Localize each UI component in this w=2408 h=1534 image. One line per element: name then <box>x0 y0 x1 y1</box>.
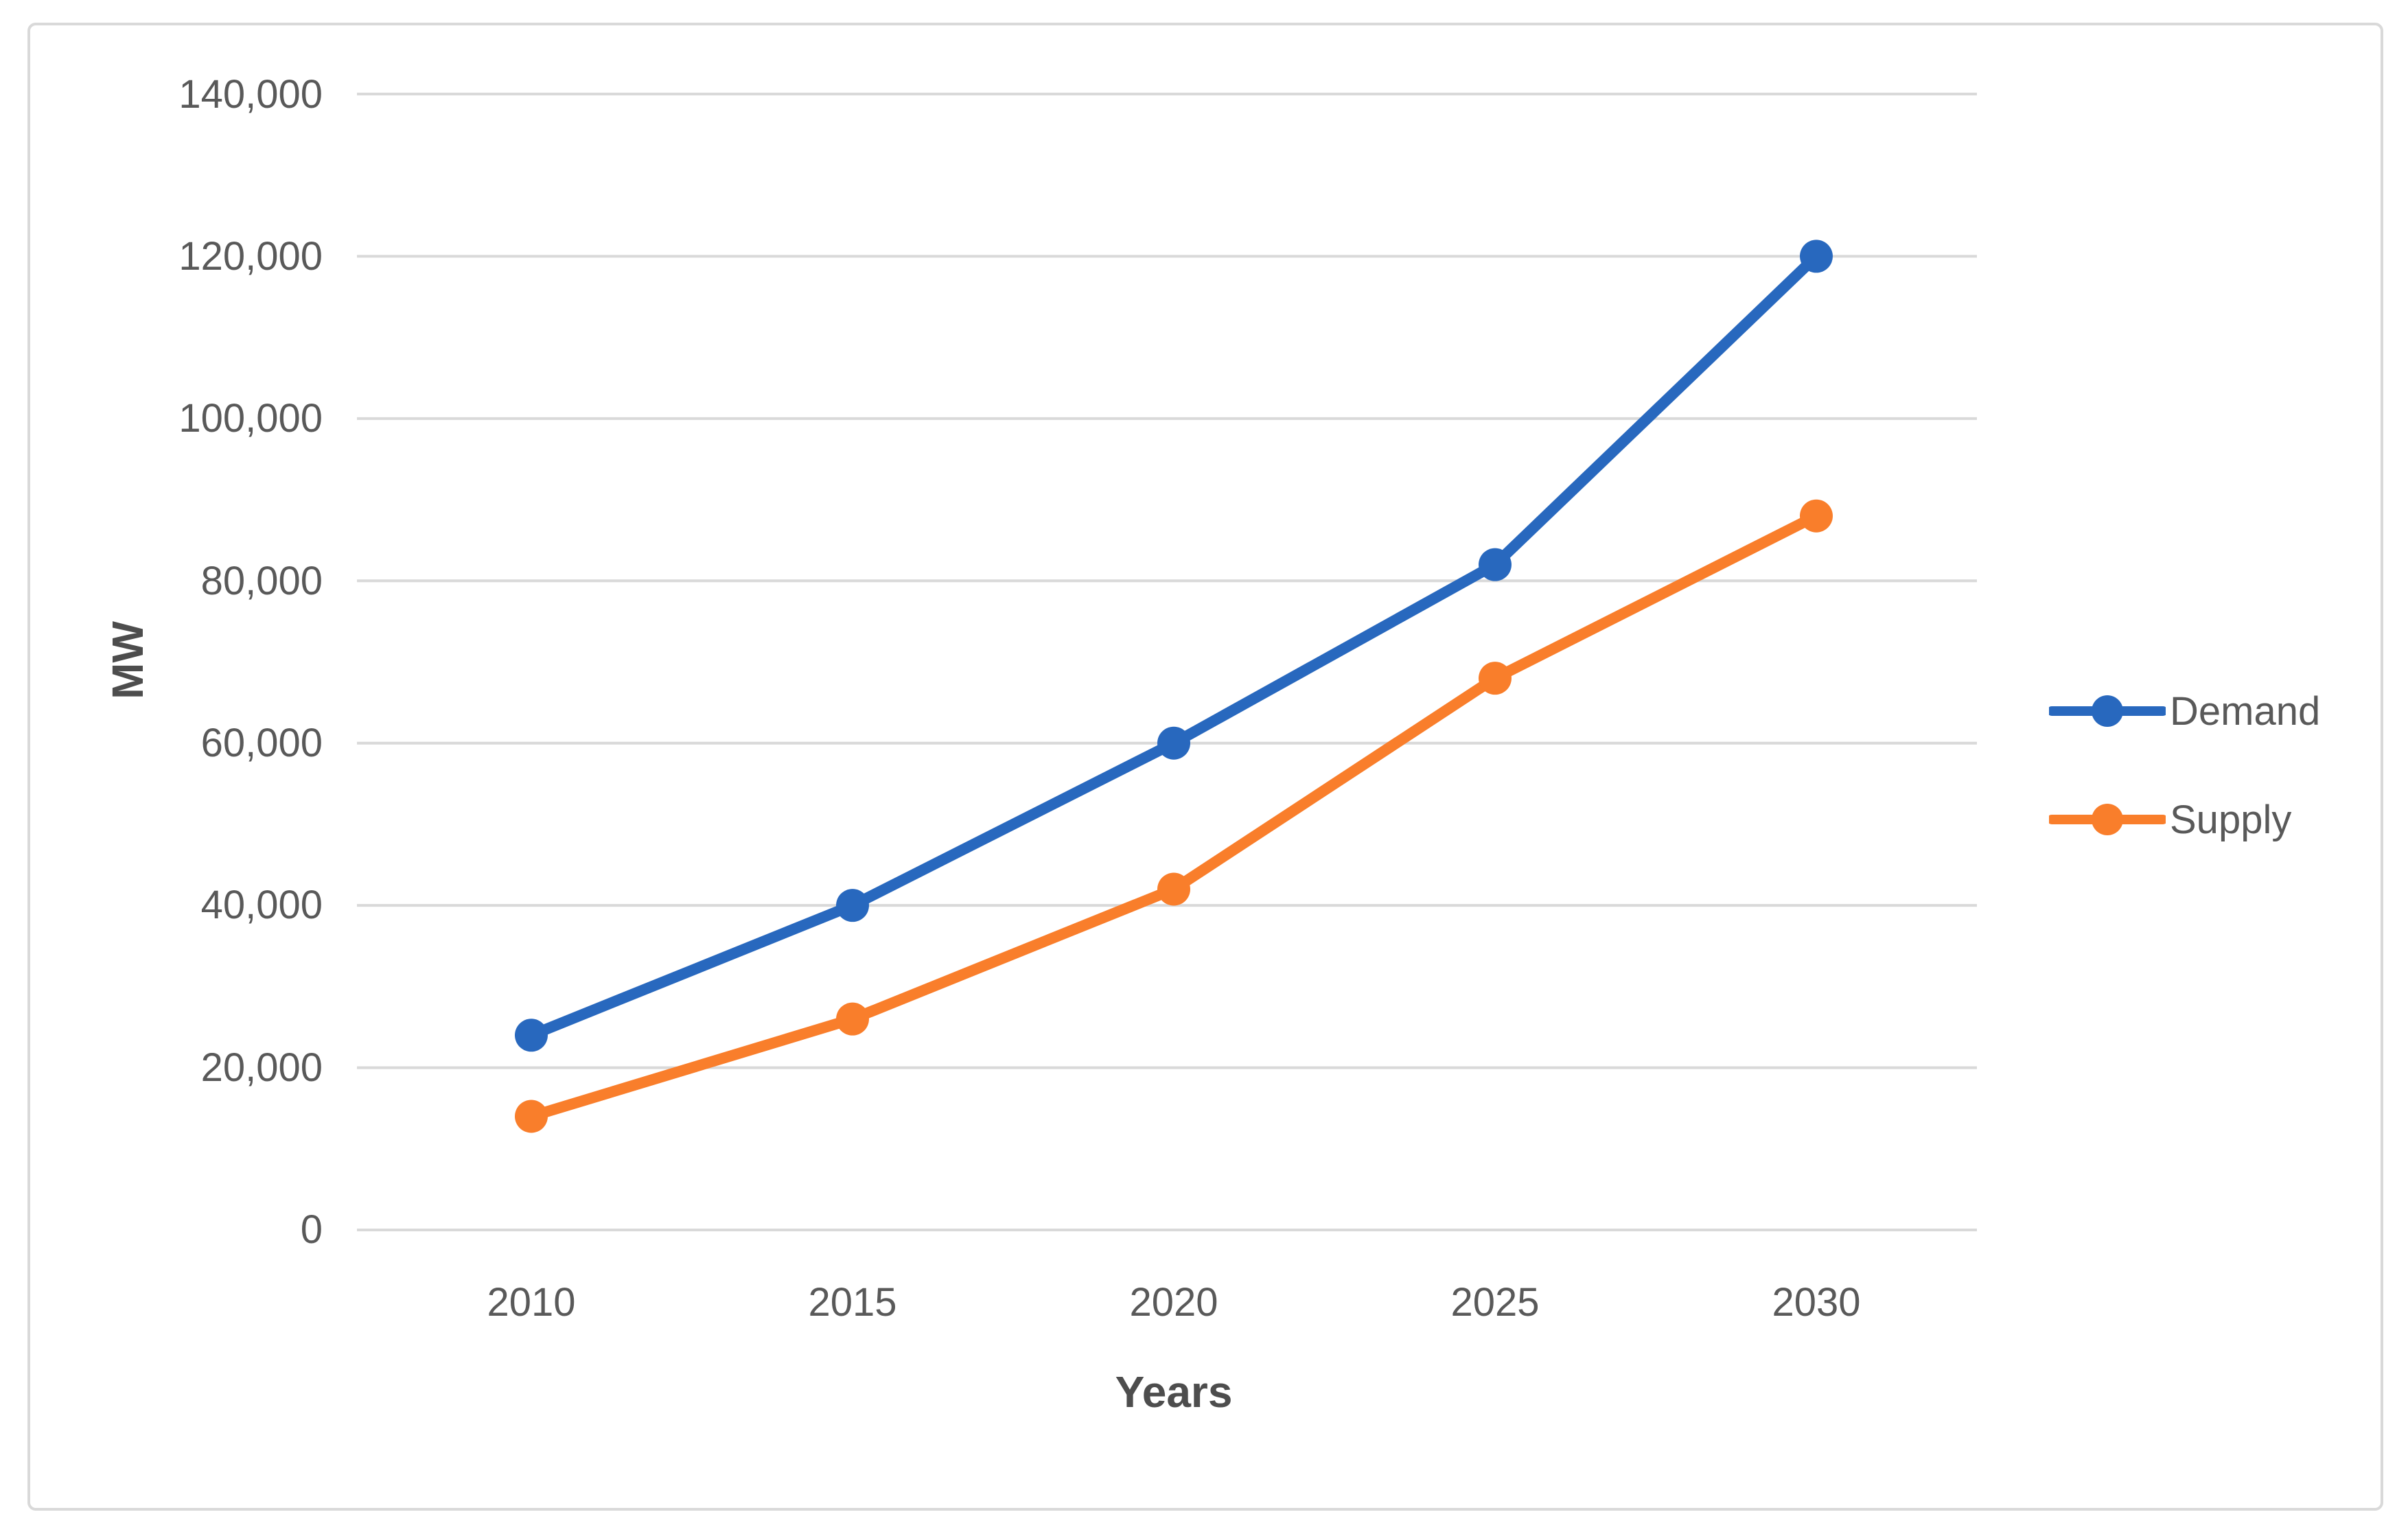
y-tick-80000: 80,000 <box>200 559 323 603</box>
y-tick-140000: 140,000 <box>178 72 323 117</box>
y-tick-40000: 40,000 <box>200 883 323 927</box>
data-point-supply-2020 <box>1157 872 1190 906</box>
x-tick-2030: 2030 <box>1772 1280 1861 1325</box>
data-point-demand-2010 <box>515 1019 548 1052</box>
data-point-supply-2030 <box>1800 499 1833 533</box>
y-tick-20000: 20,000 <box>200 1045 323 1090</box>
x-tick-2010: 2010 <box>487 1280 576 1325</box>
y-tick-0: 0 <box>300 1207 323 1252</box>
x-axis-title: Years <box>1115 1367 1233 1417</box>
y-tick-60000: 60,000 <box>200 721 323 765</box>
legend-label-supply: Supply <box>2170 797 2292 842</box>
supply-line-marker-icon <box>2049 804 2166 835</box>
x-tick-2020: 2020 <box>1129 1280 1218 1325</box>
y-tick-120000: 120,000 <box>178 234 323 279</box>
y-tick-100000: 100,000 <box>178 396 323 441</box>
legend-item-demand: Demand <box>2049 673 2320 749</box>
x-tick-2015: 2015 <box>808 1280 897 1325</box>
legend-item-supply: Supply <box>2049 781 2320 858</box>
series-line-supply <box>526 510 1822 1122</box>
legend-label-demand: Demand <box>2170 688 2321 734</box>
demand-line-marker-icon <box>2049 695 2166 727</box>
data-point-demand-2030 <box>1800 240 1833 273</box>
legend: Demand Supply <box>2049 673 2320 858</box>
data-point-supply-2025 <box>1479 662 1512 695</box>
chart-frame <box>27 23 2383 1511</box>
data-point-demand-2025 <box>1479 548 1512 581</box>
x-tick-2025: 2025 <box>1450 1280 1540 1325</box>
series-line-demand <box>526 251 1822 1041</box>
y-axis-title: MW <box>103 621 152 699</box>
data-point-supply-2015 <box>836 1002 869 1036</box>
data-point-supply-2010 <box>515 1100 548 1133</box>
data-point-demand-2020 <box>1157 726 1190 760</box>
data-point-demand-2015 <box>836 889 869 922</box>
